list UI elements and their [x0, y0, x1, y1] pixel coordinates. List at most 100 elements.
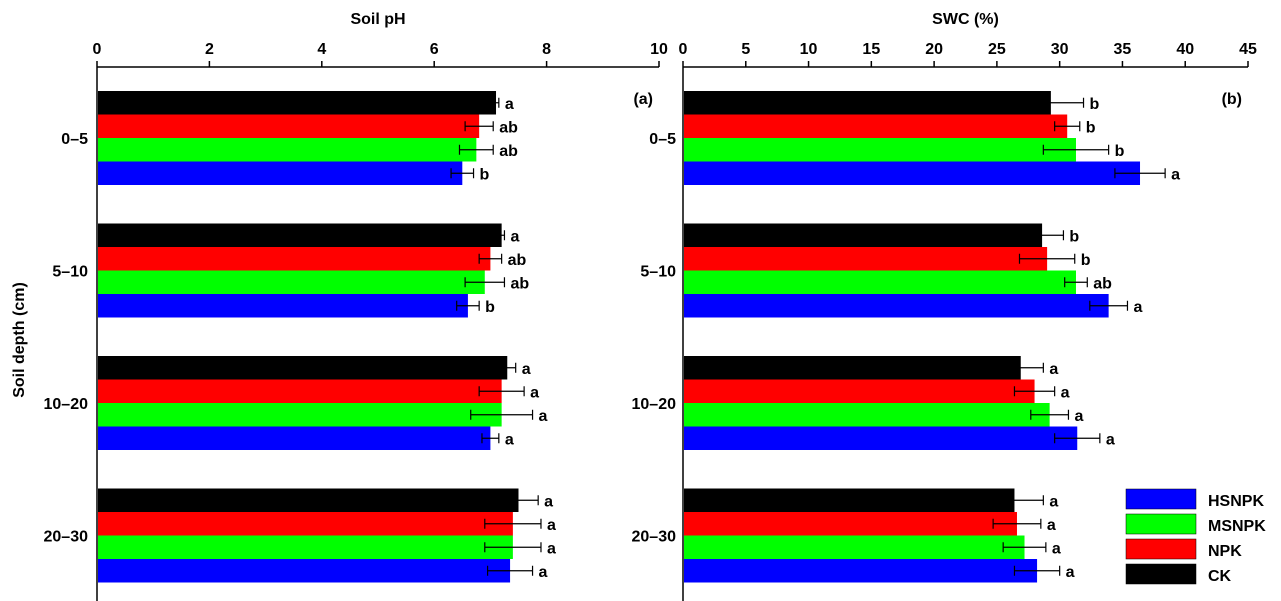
panel-a-bar-npk — [98, 114, 480, 138]
panel-a-significance-letter: ab — [499, 119, 518, 136]
panel-b-x-tick-label: 35 — [1114, 41, 1132, 58]
panel-b-x-tick-label: 20 — [925, 41, 943, 58]
panel-b-bar-npk — [684, 247, 1048, 271]
panel-a-significance-letter: a — [539, 408, 548, 425]
panel-a-significance-letter: a — [522, 361, 531, 378]
panel-b-bar-msnpk — [684, 138, 1076, 162]
panel-b-x-tick-label: 0 — [679, 41, 688, 58]
panel-a-significance-letter: a — [547, 540, 556, 557]
panel-a-bar-npk — [98, 247, 491, 271]
panel-a-significance-letter: a — [544, 493, 553, 510]
panel-b-bar-ck — [684, 356, 1021, 380]
panel-a-x-axis-title: Soil pH — [350, 11, 405, 28]
panel-a-bar-ck — [98, 488, 519, 512]
panel-a-significance-letter: a — [505, 96, 514, 113]
panel-b-x-tick-label: 40 — [1176, 41, 1194, 58]
panel-b-significance-letter: a — [1049, 493, 1058, 510]
panel-b-significance-letter: a — [1047, 517, 1056, 534]
panel-b-x-tick-label: 25 — [988, 41, 1006, 58]
legend-swatch-hsnpk — [1125, 488, 1197, 510]
legend-label-npk: NPK — [1208, 543, 1242, 560]
panel-b-category-label: 20–30 — [632, 529, 677, 546]
panel-b-panel-label: (b) — [1222, 91, 1242, 108]
panel-a-category-label: 5–10 — [52, 264, 88, 281]
panel-a-panel-label: (a) — [633, 91, 653, 108]
panel-b-bar-msnpk — [684, 535, 1025, 559]
panel-a-category-label: 0–5 — [61, 131, 88, 148]
panel-b-significance-letter: b — [1086, 119, 1096, 136]
panel-a-significance-letter: a — [510, 228, 519, 245]
panel-b-significance-letter: a — [1061, 384, 1070, 401]
panel-b-bar-hsnpk — [684, 161, 1141, 185]
panel-a-significance-letter: a — [547, 517, 556, 534]
panel-b-category-label: 5–10 — [640, 264, 676, 281]
panel-a-significance-letter: ab — [508, 252, 527, 269]
y-axis-title: Soil depth (cm) — [11, 282, 28, 398]
panel-b-bar-hsnpk — [684, 559, 1038, 583]
panel-a-bar-hsnpk — [98, 426, 491, 450]
panel-b-x-tick-label: 5 — [741, 41, 750, 58]
panel-b-significance-letter: a — [1074, 408, 1083, 425]
legend-label-msnpk: MSNPK — [1208, 518, 1266, 535]
panel-b-bar-msnpk — [684, 270, 1076, 294]
panel-a-significance-letter: a — [505, 431, 514, 448]
panel-b-bar-hsnpk — [684, 294, 1109, 318]
panel-a-significance-letter: a — [530, 384, 539, 401]
panel-b-significance-letter: a — [1066, 564, 1075, 581]
panel-b-bar-ck — [684, 488, 1015, 512]
panel-a-x-tick-label: 6 — [430, 41, 439, 58]
panel-a-category-label: 10–20 — [44, 396, 89, 413]
panel-b-significance-letter: b — [1115, 143, 1125, 160]
panel-a-bar-ck — [98, 223, 502, 247]
panel-b-bar-npk — [684, 379, 1035, 403]
panel-b-significance-letter: b — [1069, 228, 1079, 245]
panel-a-x-tick-label: 8 — [542, 41, 551, 58]
panel-b-significance-letter: a — [1052, 540, 1061, 557]
panel-a-significance-letter: b — [485, 299, 495, 316]
panel-a-x-tick-label: 0 — [93, 41, 102, 58]
panel-a-bar-msnpk — [98, 138, 477, 162]
legend-swatch-msnpk — [1125, 513, 1197, 535]
panel-a-x-tick-label: 10 — [650, 41, 668, 58]
panel-b-significance-letter: a — [1171, 166, 1180, 183]
legend-label-ck: CK — [1208, 568, 1232, 585]
panel-a-significance-letter: b — [480, 166, 490, 183]
legend-swatch-ck — [1125, 563, 1197, 585]
panel-b-bar-hsnpk — [684, 426, 1078, 450]
panel-b-bar-msnpk — [684, 403, 1050, 427]
panel-a-bar-npk — [98, 379, 502, 403]
legend-label-hsnpk: HSNPK — [1208, 493, 1264, 510]
panel-b-bar-ck — [684, 91, 1051, 115]
panel-a-bar-hsnpk — [98, 161, 463, 185]
panel-b-significance-letter: ab — [1093, 275, 1112, 292]
panel-a-bar-hsnpk — [98, 559, 511, 583]
panel-a-x-tick-label: 4 — [317, 41, 326, 58]
panel-b-x-axis-title: SWC (%) — [932, 11, 999, 28]
panel-a-category-label: 20–30 — [44, 529, 89, 546]
legend-swatch-npk — [1125, 538, 1197, 560]
panel-b-x-tick-label: 10 — [800, 41, 818, 58]
panel-a-bar-msnpk — [98, 403, 502, 427]
panel-a-x-tick-label: 2 — [205, 41, 214, 58]
panel-a-significance-letter: ab — [499, 143, 518, 160]
panel-a-significance-letter: ab — [510, 275, 529, 292]
panel-b-significance-letter: b — [1081, 252, 1091, 269]
panel-b-bar-npk — [684, 512, 1017, 536]
panel-a-significance-letter: a — [539, 564, 548, 581]
panel-b-x-tick-label: 15 — [862, 41, 880, 58]
panel-a-bar-npk — [98, 512, 513, 536]
panel-b-category-label: 10–20 — [632, 396, 677, 413]
panel-b-significance-letter: b — [1090, 96, 1100, 113]
panel-b-x-tick-label: 30 — [1051, 41, 1069, 58]
panel-b-bar-npk — [684, 114, 1068, 138]
panel-b-significance-letter: a — [1133, 299, 1142, 316]
panel-b-significance-letter: a — [1106, 431, 1115, 448]
panel-b-category-label: 0–5 — [649, 131, 676, 148]
panel-a-bar-ck — [98, 91, 497, 115]
panel-a-bar-msnpk — [98, 270, 485, 294]
panel-b-significance-letter: a — [1049, 361, 1058, 378]
panel-a-bar-hsnpk — [98, 294, 468, 318]
panel-b-bar-ck — [684, 223, 1043, 247]
